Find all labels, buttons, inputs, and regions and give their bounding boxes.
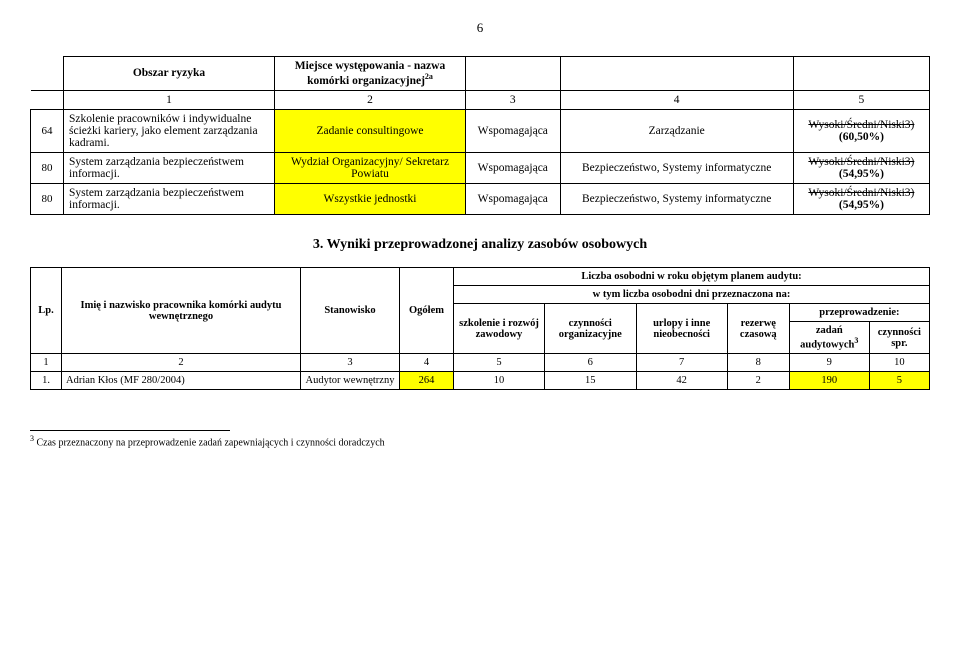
th-zad-sup: 3 [854,336,858,345]
section-title: 3. Wyniki przeprowadzonej analizy zasobó… [30,237,930,253]
th-lp: Lp. [31,267,62,354]
cell-c4: Zarządzanie [560,109,793,152]
num-cell: 6 [544,354,636,372]
th-blank2 [560,57,793,91]
th-ur: urlopy i inne nieobecności [636,303,727,354]
cell-miejsce: Zadanie consultingowe [275,109,466,152]
cell-c3: Wspomagająca [466,183,561,214]
cell-c3: Wspomagająca [466,109,561,152]
row-num: 80 [31,183,64,214]
th-spr: czynności spr. [869,321,929,354]
th-name: Imię i nazwisko pracownika komórki audyt… [62,267,301,354]
cell-name: Adrian Kłos (MF 280/2004) [62,372,301,390]
num-cell: 10 [869,354,929,372]
footnote: 3 Czas przeznaczony na przeprowadzenie z… [30,434,930,448]
page-number: 6 [30,20,930,36]
cell-obszar: System zarządzania bezpieczeństwem infor… [64,152,275,183]
th-zad-text: zadań audytowych [800,325,854,351]
cell-c3: Wspomagająca [466,152,561,183]
cell-miejsce: Wydział Organizacyjny/ Sekretarz Powiatu [275,152,466,183]
cell-rz: 2 [727,372,789,390]
cell-ogolem: 264 [400,372,454,390]
cell-c4: Bezpieczeństwo, Systemy informatyczne [560,152,793,183]
table-row: 64 Szkolenie pracowników i indywidualne … [31,109,930,152]
cell-c5a: Wysoki/Średni/Niski3) [808,119,914,131]
num-cell: 4 [400,354,454,372]
num-cell: 1 [31,354,62,372]
row-num: 80 [31,152,64,183]
cell-miejsce: Wszystkie jednostki [275,183,466,214]
th-cz: czynności organizacyjne [544,303,636,354]
th-prz: przeprowadzenie: [789,303,929,321]
subhead-3: 3 [466,90,561,109]
resources-table: Lp. Imię i nazwisko pracownika komórki a… [30,267,930,391]
table-row: 80 System zarządzania bezpieczeństwem in… [31,152,930,183]
cell-lp: 1. [31,372,62,390]
cell-zad: 190 [789,372,869,390]
cell-c5: Wysoki/Średni/Niski3) (60,50%) [793,109,929,152]
th-zad: zadań audytowych3 [789,321,869,354]
cell-spr: 5 [869,372,929,390]
cell-c5b: (54,95%) [839,199,884,211]
subhead-4: 4 [560,90,793,109]
subhead-blank [31,90,64,109]
cell-stan: Audytor wewnętrzny [301,372,400,390]
th-wtym: w tym liczba osobodni dni przeznaczona n… [454,285,930,303]
cell-obszar: System zarządzania bezpieczeństwem infor… [64,183,275,214]
cell-c5: Wysoki/Średni/Niski3) (54,95%) [793,152,929,183]
cell-c5b: (54,95%) [839,168,884,180]
th-miejsce: Miejsce występowania - nazwa komórki org… [275,57,466,91]
num-cell: 9 [789,354,869,372]
blank-cell [31,57,64,91]
row-num: 64 [31,109,64,152]
th-blank1 [466,57,561,91]
num-cell: 3 [301,354,400,372]
th-sz: szkolenie i rozwój zawodowy [454,303,545,354]
th-ogolem: Ogółem [400,267,454,354]
th-rz: rezerwę czasową [727,303,789,354]
num-cell: 7 [636,354,727,372]
cell-c5: Wysoki/Średni/Niski3) (54,95%) [793,183,929,214]
cell-c5a: Wysoki/Średni/Niski3) [808,156,914,168]
cell-c5a: Wysoki/Średni/Niski3) [808,187,914,199]
num-cell: 2 [62,354,301,372]
footnote-text: Czas przeznaczony na przeprowadzenie zad… [34,438,385,449]
subhead-2: 2 [275,90,466,109]
cell-ur: 42 [636,372,727,390]
th-stan: Stanowisko [301,267,400,354]
cell-obszar: Szkolenie pracowników i indywidualne ści… [64,109,275,152]
subhead-1: 1 [64,90,275,109]
th-blank3 [793,57,929,91]
cell-c4: Bezpieczeństwo, Systemy informatyczne [560,183,793,214]
cell-sz: 10 [454,372,545,390]
table-row: 80 System zarządzania bezpieczeństwem in… [31,183,930,214]
num-cell: 5 [454,354,545,372]
table-row: 1. Adrian Kłos (MF 280/2004) Audytor wew… [31,372,930,390]
cell-cz: 15 [544,372,636,390]
th-liczba: Liczba osobodni w roku objętym planem au… [454,267,930,285]
th-miejsce-sup: 2a [425,72,433,81]
th-miejsce-text: Miejsce występowania - nazwa komórki org… [295,60,445,87]
th-obszar: Obszar ryzyka [64,57,275,91]
risk-table: Obszar ryzyka Miejsce występowania - naz… [30,56,930,215]
num-cell: 8 [727,354,789,372]
subhead-5: 5 [793,90,929,109]
cell-c5b: (60,50%) [839,131,884,143]
